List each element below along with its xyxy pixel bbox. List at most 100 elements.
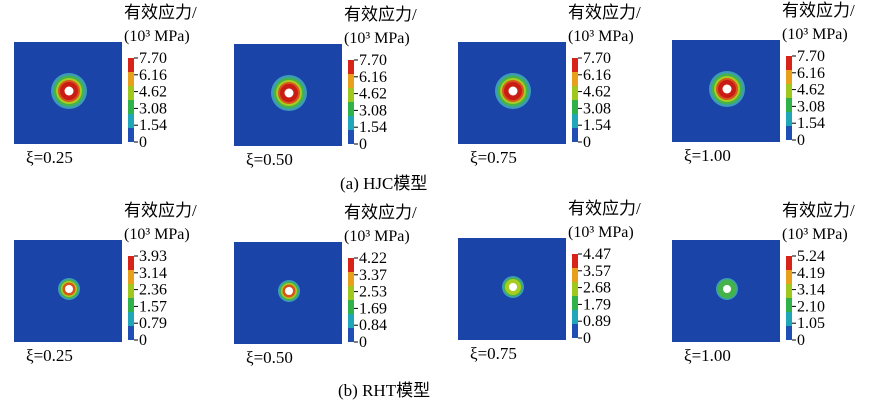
colorbar-tick-label: 0.89 — [583, 313, 611, 330]
colorbar-segment — [786, 270, 792, 284]
colorbar-tick-label: 1.69 — [359, 300, 387, 317]
legend-title: 有效应力/ — [782, 201, 855, 220]
colorbar-segment — [786, 256, 792, 270]
colorbar-segment — [348, 74, 354, 88]
panel-hjc-0.50: 有效应力/ (10³ MPa) 7.70 6.16 4.62 3.08 1.54 0 ξ=0.5… — [232, 2, 452, 202]
colorbar-tick-label: 7.70 — [583, 50, 611, 67]
borehole — [285, 287, 293, 295]
colorbar-segment — [128, 114, 134, 128]
panel-rht-0.50: 有效应力/ (10³ MPa) 4.22 3.37 2.53 1.69 0.84 0 ξ=0.5… — [232, 200, 452, 400]
colorbar-segment — [348, 272, 354, 286]
colorbar-segment — [786, 98, 792, 112]
xi-label: ξ=0.75 — [470, 344, 517, 363]
legend-title: 有效应力/ — [344, 5, 417, 24]
colorbar-tick-label: 6.16 — [359, 69, 387, 86]
colorbar-tick-label: 3.08 — [583, 100, 611, 117]
borehole — [64, 86, 74, 96]
legend-unit: (10³ MPa) — [568, 28, 634, 45]
colorbar-segment — [348, 286, 354, 300]
legend-unit: (10³ MPa) — [782, 26, 848, 43]
xi-label: ξ=0.75 — [470, 148, 517, 167]
borehole — [65, 285, 73, 293]
colorbar-segment — [128, 58, 134, 72]
colorbar-tick-label: 4.19 — [797, 265, 825, 282]
colorbar-tick-label: 4.62 — [797, 82, 825, 99]
colorbar-tick-label: 2.53 — [359, 284, 387, 301]
colorbar-segment — [786, 312, 792, 326]
stress-contour-plot: 有效应力/ (10³ MPa) 7.706.164.623.081.540 ξ=0.5… — [234, 5, 417, 169]
colorbar-segment — [128, 128, 134, 142]
colorbar-tick-label: 1.05 — [797, 315, 825, 332]
colorbar-segment — [572, 296, 578, 310]
colorbar-tick-label: 3.57 — [583, 263, 611, 280]
colorbar-tick-label: 0 — [583, 134, 591, 151]
colorbar-segment — [128, 86, 134, 100]
colorbar-tick-label: 1.57 — [139, 298, 167, 315]
colorbar-tick-label: 2.36 — [139, 282, 167, 299]
colorbar-segment — [786, 126, 792, 140]
colorbar-segment — [572, 254, 578, 268]
colorbar-segment — [348, 328, 354, 342]
colorbar-tick-label: 4.47 — [583, 246, 611, 263]
legend-title: 有效应力/ — [782, 1, 855, 20]
colorbar-segment — [348, 258, 354, 272]
colorbar-segment — [348, 300, 354, 314]
colorbar-tick-label: 1.54 — [139, 117, 167, 134]
colorbar-segment — [786, 84, 792, 98]
colorbar-segment — [128, 270, 134, 284]
colorbar-segment — [348, 314, 354, 328]
colorbar-tick-label: 1.54 — [583, 117, 611, 134]
colorbar-tick-label: 0.79 — [139, 315, 167, 332]
colorbar-tick-label: 3.08 — [359, 102, 387, 119]
colorbar-segment — [786, 326, 792, 340]
borehole — [508, 86, 518, 96]
colorbar-tick-label: 1.54 — [797, 115, 825, 132]
colorbar-tick-label: 6.16 — [583, 67, 611, 84]
colorbar-tick-label: 3.08 — [139, 100, 167, 117]
legend-unit: (10³ MPa) — [344, 30, 410, 47]
colorbar-tick-label: 0 — [139, 134, 147, 151]
colorbar-tick-label: 4.62 — [359, 86, 387, 103]
colorbar-tick-label: 7.70 — [139, 50, 167, 67]
colorbar-tick-label: 3.08 — [797, 98, 825, 115]
stress-contour-plot: 有效应力/ (10³ MPa) 7.706.164.623.081.540 ξ=1.0… — [672, 1, 855, 165]
colorbar-segment — [128, 284, 134, 298]
colorbar-segment — [786, 70, 792, 84]
colorbar-segment — [128, 256, 134, 270]
panel-hjc-1.00: 有效应力/ (10³ MPa) 7.70 6.16 4.62 3.08 1.54 0 ξ=1.0… — [670, 0, 890, 198]
panel-rht-0.75: 有效应力/ (10³ MPa) 4.47 3.57 2.68 1.79 0.89 0 ξ=0.7… — [456, 196, 676, 396]
colorbar-segment — [572, 86, 578, 100]
colorbar-segment — [572, 268, 578, 282]
caption-hjc: (a) HJC模型 — [340, 174, 428, 193]
legend-unit: (10³ MPa) — [124, 28, 190, 45]
colorbar-segment — [786, 284, 792, 298]
colorbar-segment — [348, 116, 354, 130]
colorbar-tick-label: 3.14 — [139, 265, 167, 282]
colorbar-tick-label: 0 — [797, 132, 805, 149]
panel-rht-0.25: 有效应力/ (10³ MPa) 3.93 3.14 2.36 1.57 0.79 0 ξ=0.2… — [12, 198, 232, 398]
legend-title: 有效应力/ — [344, 203, 417, 222]
colorbar-segment — [572, 282, 578, 296]
borehole — [284, 88, 294, 98]
colorbar-tick-label: 0 — [359, 136, 367, 153]
colorbar-tick-label: 4.62 — [583, 84, 611, 101]
colorbar-segment — [572, 58, 578, 72]
legend-unit: (10³ MPa) — [124, 226, 190, 243]
colorbar-tick-label: 7.70 — [359, 52, 387, 69]
legend-title: 有效应力/ — [124, 3, 197, 22]
legend-unit: (10³ MPa) — [782, 226, 848, 243]
colorbar-tick-label: 0 — [797, 332, 805, 349]
colorbar-tick-label: 3.14 — [797, 282, 825, 299]
borehole — [509, 283, 517, 291]
xi-label: ξ=0.25 — [26, 346, 73, 365]
colorbar-tick-label: 0 — [139, 332, 147, 349]
legend-title: 有效应力/ — [568, 199, 641, 218]
legend-title: 有效应力/ — [124, 201, 197, 220]
colorbar-tick-label: 2.10 — [797, 298, 825, 315]
stress-contour-plot: 有效应力/ (10³ MPa) 4.473.572.681.790.890 ξ=0.7… — [458, 199, 641, 363]
colorbar-segment — [128, 298, 134, 312]
colorbar-tick-label: 1.54 — [359, 119, 387, 136]
panel-rht-1.00: 有效应力/ (10³ MPa) 5.24 4.19 3.14 2.10 1.05 0 ξ=1.0… — [670, 198, 890, 398]
colorbar-segment — [128, 312, 134, 326]
caption-rht: (b) RHT模型 — [338, 381, 431, 400]
